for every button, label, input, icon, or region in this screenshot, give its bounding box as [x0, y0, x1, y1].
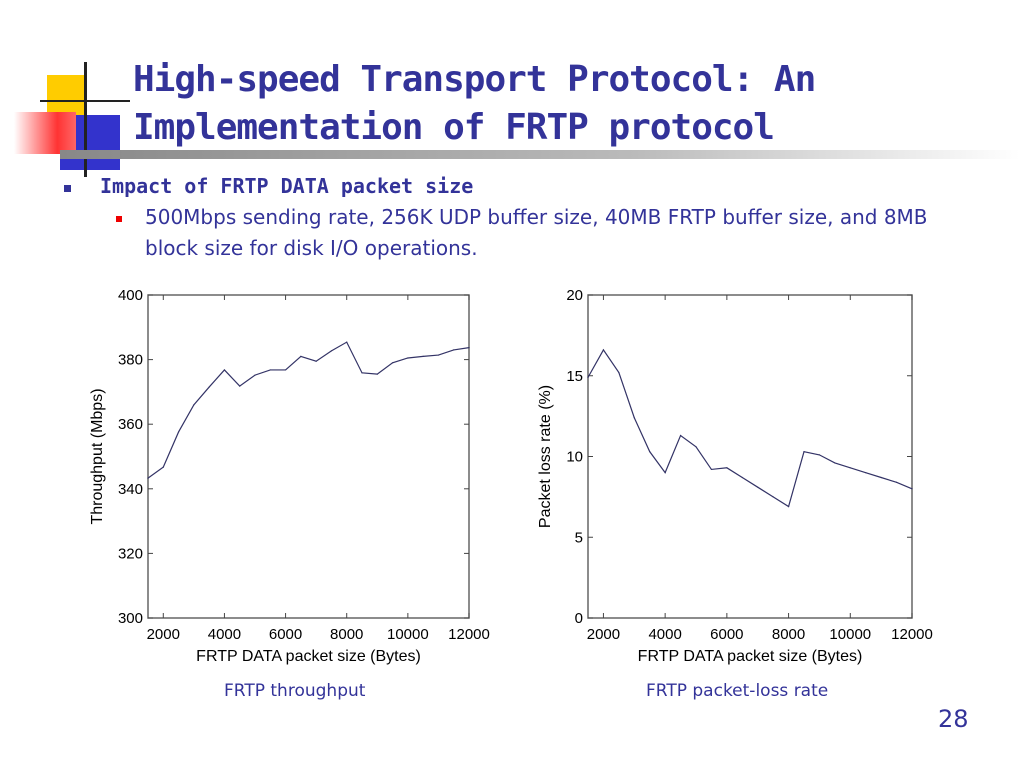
data-point — [177, 431, 180, 433]
data-point — [269, 369, 271, 371]
data-point — [330, 350, 333, 352]
series-line — [147, 341, 470, 479]
y-tick-label: 320 — [118, 545, 143, 562]
y-axis-label: Throughput (Mbps) — [89, 388, 106, 524]
data-point — [618, 371, 620, 374]
y-tick-label: 380 — [118, 352, 143, 369]
data-point — [633, 417, 635, 419]
y-tick-label: 5 — [575, 529, 583, 546]
data-point — [223, 369, 226, 371]
bullet-icon — [64, 185, 71, 192]
caption-throughput: FRTP throughput — [224, 681, 366, 701]
caption-packet-loss: FRTP packet-loss rate — [646, 681, 829, 701]
data-point — [865, 472, 867, 474]
x-axis-label: FRTP DATA packet size (Bytes) — [638, 648, 863, 665]
data-point — [162, 466, 164, 468]
data-point — [284, 369, 287, 371]
data-point — [453, 349, 455, 351]
y-tick-label: 400 — [118, 287, 143, 304]
slide-title: High-speed Transport Protocol: An Implem… — [133, 59, 816, 148]
data-point — [726, 467, 728, 469]
data-point — [664, 472, 666, 474]
data-point — [849, 467, 851, 469]
data-point — [193, 404, 195, 406]
x-tick-label: 12000 — [448, 626, 490, 643]
title-divider — [60, 150, 1020, 159]
x-tick-label: 6000 — [710, 626, 743, 643]
data-point — [679, 434, 682, 437]
plot-frame — [147, 294, 470, 619]
data-point — [710, 468, 713, 471]
data-point — [818, 454, 821, 456]
data-point — [437, 354, 440, 356]
data-point — [587, 376, 589, 378]
data-point — [239, 385, 241, 387]
data-point — [695, 446, 697, 448]
page-number: 28 — [938, 705, 969, 733]
x-tick-label: 2000 — [587, 626, 620, 643]
x-tick-label: 2000 — [147, 626, 180, 643]
plot-frame — [587, 294, 913, 619]
data-point — [911, 488, 913, 490]
x-tick-label: 8000 — [772, 626, 805, 643]
x-tick-label: 4000 — [208, 626, 241, 643]
data-point — [300, 355, 302, 357]
x-tick-label: 10000 — [387, 626, 429, 643]
data-point — [787, 505, 790, 508]
series-line — [587, 348, 913, 508]
data-point — [880, 476, 882, 479]
data-point — [834, 462, 836, 464]
y-tick-label: 360 — [118, 416, 143, 433]
x-axis-label: FRTP DATA packet size (Bytes) — [196, 648, 421, 665]
y-tick-label: 300 — [118, 610, 143, 627]
data-point — [741, 476, 743, 479]
data-point — [895, 481, 898, 483]
data-point — [361, 372, 363, 374]
data-point — [315, 360, 317, 362]
y-tick-label: 10 — [566, 449, 583, 466]
data-point — [147, 477, 149, 479]
data-point — [803, 451, 805, 453]
data-point — [407, 357, 409, 359]
data-point — [254, 374, 256, 376]
data-point — [757, 486, 759, 488]
x-tick-label: 12000 — [891, 626, 933, 643]
sub-bullet-icon — [116, 216, 122, 222]
data-point — [468, 347, 470, 349]
data-point — [376, 373, 378, 375]
y-tick-label: 340 — [118, 481, 143, 498]
data-point — [649, 451, 651, 453]
x-tick-label: 6000 — [269, 626, 302, 643]
y-axis-label: Packet loss rate (%) — [537, 385, 554, 528]
y-tick-label: 0 — [575, 610, 583, 627]
x-tick-label: 10000 — [829, 626, 871, 643]
y-tick-label: 15 — [566, 368, 583, 385]
x-tick-label: 8000 — [330, 626, 363, 643]
data-point — [602, 349, 605, 351]
data-point — [391, 362, 394, 364]
data-point — [772, 496, 774, 498]
data-point — [208, 386, 210, 388]
bullet-text: Impact of FRTP DATA packet size — [100, 174, 474, 198]
sub-bullet-text: 500Mbps sending rate, 256K UDP buffer si… — [145, 205, 928, 260]
data-point — [346, 341, 348, 343]
y-tick-label: 20 — [566, 287, 583, 304]
data-point — [422, 355, 424, 357]
x-tick-label: 4000 — [648, 626, 681, 643]
